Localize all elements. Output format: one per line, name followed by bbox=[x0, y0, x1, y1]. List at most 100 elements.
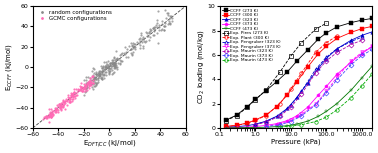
Exp. Pengruber (323 K) bbox=[359, 36, 364, 38]
Point bbox=[123, 51, 129, 54]
CCFF (273 K) bbox=[285, 71, 290, 73]
Point bbox=[66, 97, 72, 99]
CCFF (273 K) bbox=[224, 119, 228, 121]
Point bbox=[107, 64, 113, 66]
Point bbox=[109, 61, 115, 64]
Point bbox=[84, 76, 90, 78]
Point bbox=[118, 53, 124, 55]
Point bbox=[112, 61, 118, 63]
Point bbox=[50, 110, 56, 112]
Point bbox=[99, 70, 105, 72]
Point bbox=[103, 71, 109, 73]
Point bbox=[59, 102, 65, 104]
Point bbox=[50, 112, 56, 115]
Point bbox=[82, 86, 88, 89]
Line: CCFF (373 K): CCFF (373 K) bbox=[224, 45, 374, 129]
Point bbox=[70, 93, 76, 96]
Point bbox=[70, 95, 76, 97]
Point bbox=[162, 25, 168, 27]
Point bbox=[95, 72, 101, 75]
Point bbox=[80, 87, 86, 90]
Exp. Plant (300 K) bbox=[278, 103, 282, 104]
Point bbox=[58, 105, 64, 107]
Point bbox=[92, 84, 98, 87]
Point bbox=[65, 94, 71, 97]
Point bbox=[47, 114, 53, 116]
Exp. Maurin (373 K) bbox=[370, 49, 375, 50]
Point bbox=[144, 35, 150, 37]
Point bbox=[156, 26, 162, 29]
Point bbox=[117, 63, 123, 65]
Point bbox=[71, 87, 77, 90]
Point bbox=[90, 81, 96, 84]
Point bbox=[58, 108, 64, 110]
Exp. Pengruber (323 K) bbox=[313, 69, 318, 70]
Point bbox=[110, 61, 116, 63]
Point bbox=[167, 21, 173, 24]
Point bbox=[132, 48, 138, 50]
Point bbox=[107, 67, 113, 70]
Point bbox=[89, 85, 95, 88]
Exp. Pengruber (373 K) bbox=[264, 125, 268, 127]
Exp. Maurin (473 K) bbox=[299, 124, 304, 126]
CCFF (300 K) bbox=[224, 125, 228, 127]
CCFF (300 K) bbox=[295, 81, 299, 83]
Exp. Pengruber (323 K) bbox=[264, 121, 268, 122]
Point bbox=[49, 113, 55, 116]
Point bbox=[53, 108, 59, 110]
CCFF (473 K) bbox=[253, 127, 257, 128]
Point bbox=[88, 84, 94, 86]
Exp. Maurin (323 K) bbox=[253, 124, 257, 126]
Point bbox=[46, 115, 52, 118]
Point bbox=[70, 91, 76, 94]
CCFF (323 K) bbox=[264, 120, 268, 122]
Exp. Pires (273 K) bbox=[224, 120, 228, 121]
Point bbox=[99, 67, 105, 69]
Point bbox=[46, 115, 53, 117]
Point bbox=[90, 82, 96, 84]
Point bbox=[91, 82, 97, 84]
Point bbox=[146, 31, 152, 33]
Point bbox=[89, 76, 95, 78]
Point bbox=[74, 91, 80, 94]
Line: Exp. Pires (273 K): Exp. Pires (273 K) bbox=[224, 21, 328, 122]
Point bbox=[151, 26, 157, 28]
Point bbox=[155, 10, 161, 12]
CCFF (273 K) bbox=[245, 106, 249, 108]
Exp. Plant (300 K) bbox=[234, 125, 239, 126]
Exp. Maurin (473 K) bbox=[370, 73, 375, 75]
Point bbox=[87, 81, 93, 83]
Line: Exp. Pengruber (323 K): Exp. Pengruber (323 K) bbox=[254, 35, 364, 126]
Point bbox=[103, 65, 109, 68]
Point bbox=[159, 23, 165, 26]
Point bbox=[49, 115, 55, 118]
Point bbox=[72, 92, 78, 94]
Point bbox=[101, 61, 107, 63]
Point bbox=[99, 72, 105, 74]
Line: CCFF (323 K): CCFF (323 K) bbox=[224, 30, 374, 129]
Point bbox=[109, 68, 115, 71]
Point bbox=[124, 48, 130, 51]
Point bbox=[139, 38, 146, 40]
Point bbox=[126, 45, 132, 47]
CCFF (473 K) bbox=[349, 89, 353, 91]
Point bbox=[88, 82, 94, 84]
Point bbox=[75, 89, 81, 91]
CCFF (323 K) bbox=[234, 126, 239, 128]
Exp. Maurin (323 K) bbox=[278, 115, 282, 117]
Point bbox=[82, 82, 88, 84]
Point bbox=[155, 42, 161, 44]
Point bbox=[48, 112, 54, 115]
Line: Exp. Maurin (373 K): Exp. Maurin (373 K) bbox=[264, 48, 374, 128]
X-axis label: Pressure (kPa): Pressure (kPa) bbox=[271, 138, 321, 145]
Point bbox=[95, 81, 101, 84]
CCFF (373 K) bbox=[349, 61, 353, 63]
Point bbox=[87, 82, 93, 84]
Point bbox=[151, 34, 157, 36]
X-axis label: E$_{DFT/CC}$ (kJ/mol): E$_{DFT/CC}$ (kJ/mol) bbox=[82, 138, 136, 149]
Point bbox=[146, 39, 152, 41]
Point bbox=[110, 62, 116, 65]
Point bbox=[86, 82, 92, 85]
Point bbox=[139, 41, 145, 43]
Point bbox=[167, 17, 173, 19]
